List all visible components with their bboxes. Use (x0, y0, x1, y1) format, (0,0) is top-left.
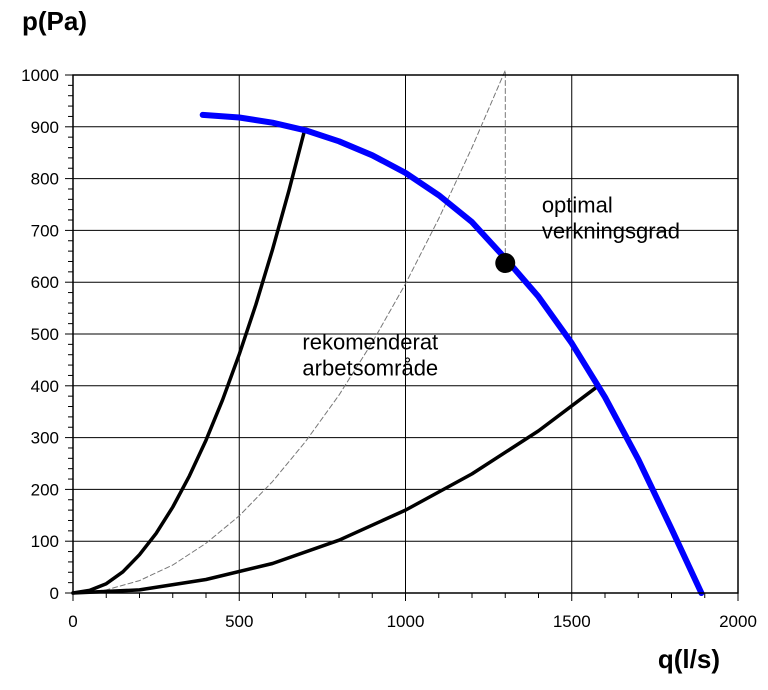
y-tick-label: 500 (31, 325, 59, 344)
y-tick-label: 600 (31, 273, 59, 292)
x-tick-label: 0 (68, 612, 77, 631)
annotation-line: optimal (542, 192, 613, 217)
y-axis-label: p(Pa) (22, 6, 87, 36)
annotation-0: optimal verkningsgrad (542, 192, 680, 243)
y-tick-label: 0 (50, 584, 59, 603)
y-tick-label: 700 (31, 221, 59, 240)
y-tick-label: 400 (31, 377, 59, 396)
x-tick-label: 1500 (553, 612, 591, 631)
y-tick-label: 200 (31, 480, 59, 499)
y-tick-label: 800 (31, 170, 59, 189)
optimal-point (495, 253, 516, 274)
annotation-line: rekomenderat (302, 330, 438, 355)
y-tick-label: 100 (31, 532, 59, 551)
annotation-line: arbetsområde (302, 356, 438, 381)
y-tick-label: 900 (31, 118, 59, 137)
series-line-3 (72, 69, 506, 594)
y-tick-label: 300 (31, 429, 59, 448)
plot-frame (72, 74, 739, 594)
x-tick-label: 2000 (719, 612, 757, 631)
series-line-2 (71, 384, 601, 595)
x-tick-label: 1000 (387, 612, 425, 631)
annotation-line: verkningsgrad (542, 218, 680, 243)
y-tick-labels: 0 100 200 300 400 500 600 700 800 900 1000 (21, 66, 59, 603)
series-line-1 (71, 127, 307, 595)
x-tick-label: 500 (225, 612, 253, 631)
y-tick-label: 1000 (21, 66, 59, 85)
x-axis-label: q(l/s) (658, 644, 720, 674)
series-group (71, 69, 705, 596)
series-line-0 (199, 111, 705, 596)
points-group (495, 253, 516, 274)
annotations: optimal verkningsgrad rekomenderat arbetsom… (302, 192, 680, 380)
annotation-1: rekomenderat arbetsområde (302, 330, 438, 381)
x-tick-labels: 0 500 1000 1500 2000 (68, 612, 757, 631)
